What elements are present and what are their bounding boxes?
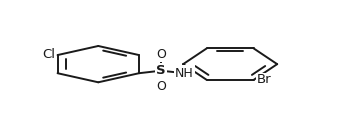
Text: NH: NH bbox=[175, 67, 194, 80]
Text: Br: Br bbox=[256, 73, 271, 86]
Text: O: O bbox=[156, 80, 166, 93]
Text: Cl: Cl bbox=[42, 48, 55, 61]
Text: O: O bbox=[156, 48, 166, 61]
Text: S: S bbox=[156, 64, 166, 77]
